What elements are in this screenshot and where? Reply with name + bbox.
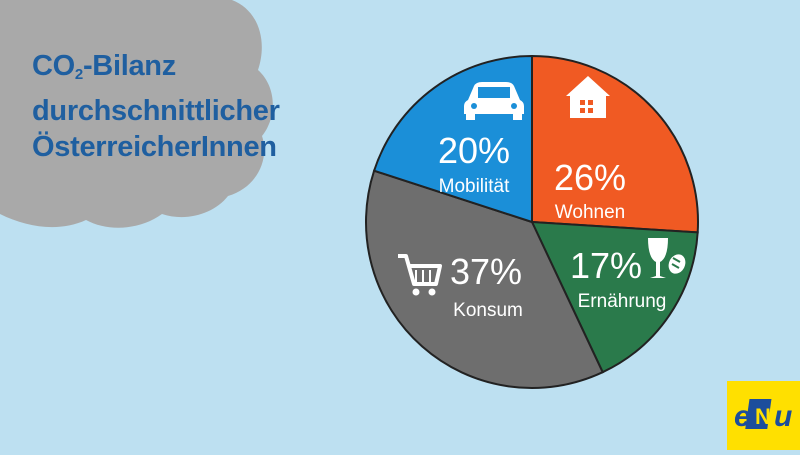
house-window-icon [588, 100, 593, 105]
bread-icon [668, 254, 686, 274]
chart-title: CO2-Bilanz durchschnittlicher Österreich… [32, 48, 280, 165]
slice-value-label: 17% [570, 245, 642, 286]
slice-category-label: Konsum [453, 300, 523, 321]
bread-slit-icon [671, 263, 680, 269]
shopping-cart-icon [398, 254, 442, 286]
slice-labels: 26% Wohnen 17% Ernährung 37% Konsum 20% Mobilit… [438, 130, 666, 321]
slice-category-label: Wohnen [555, 202, 625, 223]
title-co: CO [32, 50, 75, 82]
cart-wheel-icon [428, 288, 436, 296]
cart-wheel-icon [412, 288, 420, 296]
slice-category-label: Mobilität [439, 176, 510, 197]
car-light-icon [471, 103, 477, 109]
svg-text:N: N [755, 404, 771, 429]
car-wheel-icon [466, 114, 475, 120]
title-bilanz: -Bilanz [82, 50, 176, 82]
enu-logo-mark: e N u [734, 399, 792, 433]
pie-slice-konsum [365, 169, 605, 389]
pie-chart [365, 54, 699, 389]
slice-icons [398, 76, 686, 296]
car-light-icon [511, 103, 517, 109]
car-window-icon [478, 87, 510, 98]
title-line-1: CO2-Bilanz [32, 48, 280, 93]
title-line-2: durchschnittlicher [32, 95, 280, 127]
cloud-shape [0, 0, 273, 228]
house-window-icon [580, 100, 585, 105]
wine-glass-icon [648, 238, 668, 278]
house-window-icon [580, 108, 585, 113]
house-window-icon [588, 108, 593, 113]
slice-category-label: Ernährung [578, 291, 667, 312]
slice-value-label: 37% [450, 251, 522, 292]
title-subscript: 2 [74, 66, 83, 83]
enu-logo: e N u [727, 381, 800, 450]
title-line-3: ÖsterreicherInnen [32, 131, 277, 163]
slice-value-label: 26% [554, 157, 626, 198]
slice-value-label: 20% [438, 130, 510, 171]
bread-slit-icon [672, 257, 681, 263]
car-wheel-icon [513, 114, 522, 120]
house-icon [566, 76, 610, 118]
svg-text:u: u [774, 400, 792, 433]
